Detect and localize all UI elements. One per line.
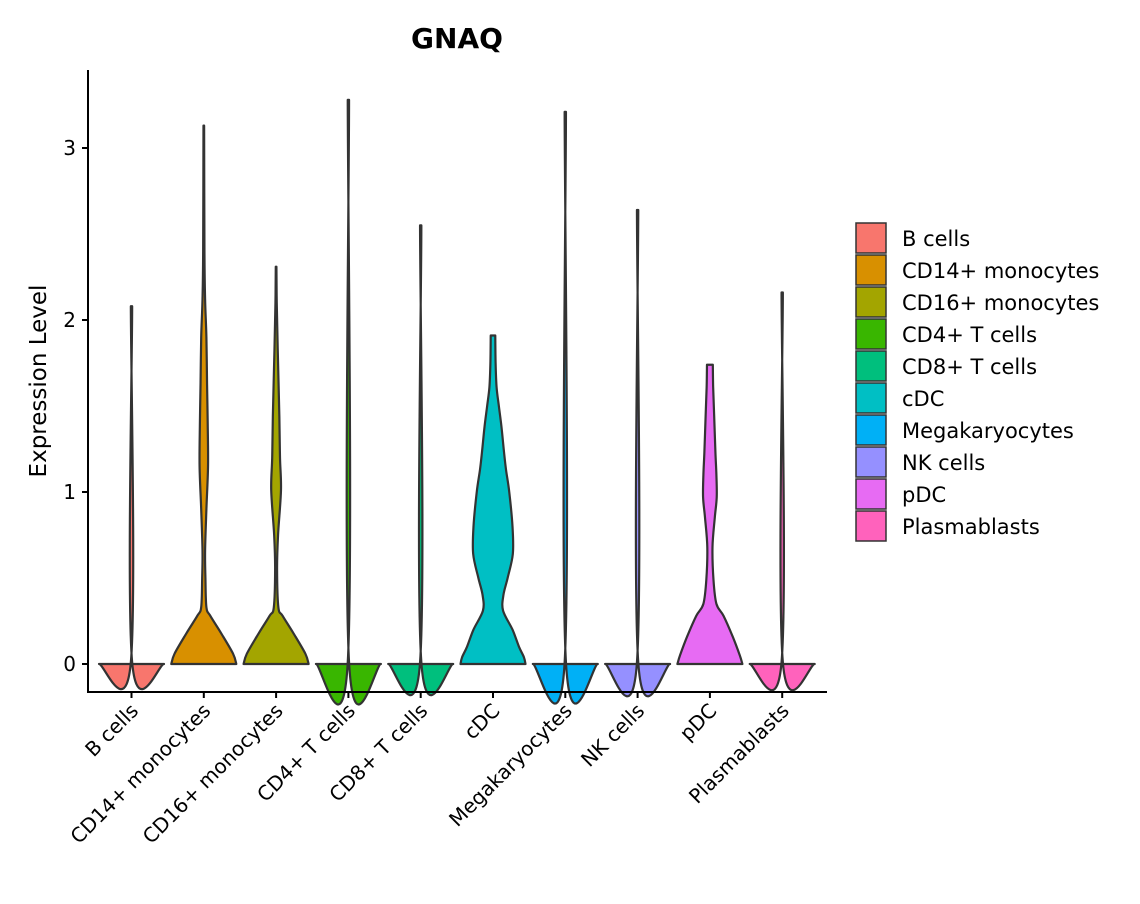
y-tick-label: 1 bbox=[63, 480, 76, 504]
legend-key bbox=[855, 414, 887, 446]
legend-label: CD16+ monocytes bbox=[902, 291, 1099, 315]
chart-title: GNAQ bbox=[411, 22, 503, 55]
x-tick-label: CD16+ monocytes bbox=[138, 699, 288, 849]
legend-key bbox=[855, 382, 887, 414]
legend-label: Megakaryocytes bbox=[902, 419, 1074, 443]
x-tick-label: B cells bbox=[80, 699, 143, 762]
violin-plasmablasts bbox=[748, 291, 816, 692]
legend-key bbox=[855, 286, 887, 318]
legend-label: NK cells bbox=[902, 451, 985, 475]
y-tick-label: 3 bbox=[63, 136, 76, 160]
violins bbox=[97, 98, 816, 706]
legend-key bbox=[855, 510, 887, 542]
legend-key bbox=[855, 478, 887, 510]
legend-label: pDC bbox=[902, 483, 946, 507]
legend-key bbox=[855, 446, 887, 478]
legend-key bbox=[855, 222, 887, 254]
legend-label: CD4+ T cells bbox=[902, 323, 1037, 347]
legend: B cells CD14+ monocytes CD16+ monocytes CD4… bbox=[855, 222, 1099, 542]
violin-pdc bbox=[676, 363, 744, 666]
y-axis-label: Expression Level bbox=[26, 285, 52, 478]
legend-key bbox=[855, 350, 887, 382]
violin-cd14-monocytes bbox=[170, 124, 238, 666]
y-tick-label: 0 bbox=[63, 652, 76, 676]
legend-label: CD8+ T cells bbox=[902, 355, 1037, 379]
legend-label: B cells bbox=[902, 227, 970, 251]
legend-label: CD14+ monocytes bbox=[902, 259, 1099, 283]
violin-b-cells bbox=[97, 305, 166, 691]
legend-key bbox=[855, 254, 887, 286]
x-tick-label: cDC bbox=[459, 699, 505, 745]
y-ticks: 0 1 2 3 bbox=[63, 136, 88, 676]
legend-label: Plasmablasts bbox=[902, 515, 1040, 539]
legend-key bbox=[855, 318, 887, 350]
violin-cd4-t-cells bbox=[314, 98, 382, 706]
violin-cdc bbox=[459, 334, 527, 666]
x-tick-label: Megakaryocytes bbox=[444, 699, 577, 832]
y-tick-label: 2 bbox=[63, 308, 76, 332]
x-tick-label: CD14+ monocytes bbox=[65, 699, 215, 849]
x-tick-label: NK cells bbox=[576, 699, 649, 772]
violin-cd16-monocytes bbox=[242, 265, 310, 666]
x-tick-label: pDC bbox=[675, 699, 722, 746]
violin-cd8-t-cells bbox=[387, 224, 455, 697]
legend-label: cDC bbox=[902, 387, 944, 411]
violin-nk-cells bbox=[604, 208, 672, 698]
violin-megakaryocytes bbox=[531, 110, 599, 705]
